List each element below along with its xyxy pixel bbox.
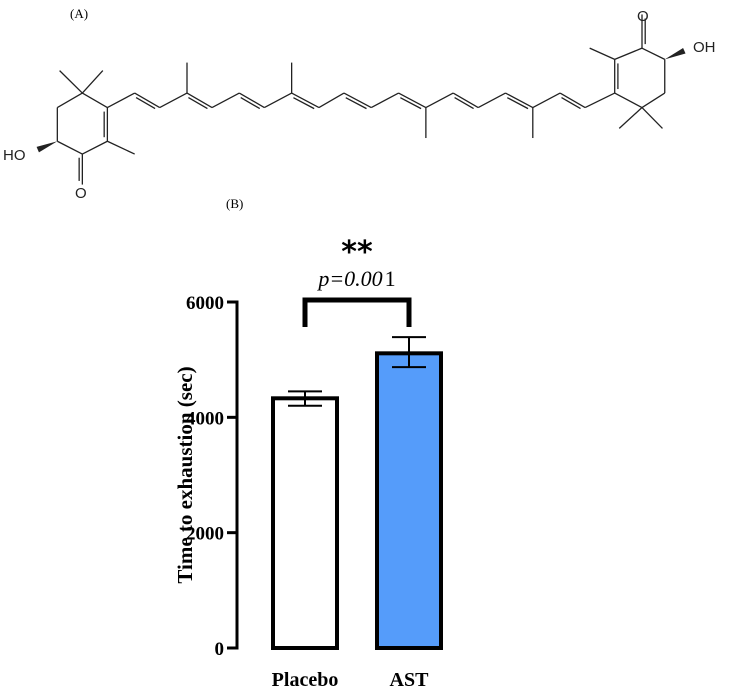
atom-label-oh: OH xyxy=(693,39,716,56)
significance-stars: ** xyxy=(341,235,373,270)
significance-bracket xyxy=(302,297,412,327)
single-bond xyxy=(57,140,83,155)
double-bond xyxy=(343,92,372,109)
single-bond xyxy=(425,92,454,109)
atom-label-o: O xyxy=(637,8,649,25)
double-bond xyxy=(559,92,586,109)
x-tick-label: Placebo xyxy=(272,669,339,691)
wedge-bond xyxy=(664,47,686,60)
panel-b-label: (B) xyxy=(226,196,244,211)
double-bond-inner xyxy=(400,97,422,110)
y-tick-label: 6000 xyxy=(186,293,224,314)
single-bond xyxy=(641,47,666,60)
single-bond xyxy=(614,47,643,60)
double-bond-inner xyxy=(506,97,529,110)
double-bond xyxy=(134,92,161,109)
single-bond xyxy=(59,70,83,94)
single-bond xyxy=(81,70,104,94)
single-bond xyxy=(589,47,615,60)
single-bond xyxy=(82,140,108,155)
single-bond xyxy=(618,107,643,129)
double-bond-inner xyxy=(561,97,581,110)
bar-placebo xyxy=(271,396,339,651)
double-bond-inner xyxy=(240,97,261,110)
single-bond xyxy=(370,92,399,109)
single-bond xyxy=(211,92,240,109)
double-bond-inner xyxy=(454,97,474,110)
single-bond xyxy=(107,92,135,109)
double-bond xyxy=(505,92,534,109)
single-bond xyxy=(318,92,345,109)
y-tick-label: 0 xyxy=(215,639,225,660)
double-bond-inner xyxy=(135,97,156,110)
single-bond xyxy=(614,92,643,109)
double-bond xyxy=(186,92,213,109)
single-bond xyxy=(641,107,663,129)
single-bond xyxy=(82,92,108,109)
double-bond-inner xyxy=(188,97,208,110)
panel-a-label: (A) xyxy=(70,6,89,21)
double-bond xyxy=(239,92,265,109)
single-bond xyxy=(641,92,666,109)
single-bond xyxy=(477,92,506,109)
y-tick-label: 2000 xyxy=(186,524,224,545)
p-value: p=0.001 xyxy=(316,266,395,291)
single-bond xyxy=(107,140,135,155)
astaxanthin-structure: HO O O OH xyxy=(3,8,716,200)
y-tick-label: 4000 xyxy=(186,408,224,429)
y-axis-label: Time to exhaustion (sec) xyxy=(173,366,197,583)
x-tick-label: AST xyxy=(390,669,430,691)
wedge-bond xyxy=(36,141,58,153)
atom-label-o: O xyxy=(75,185,87,200)
double-bond-inner xyxy=(345,97,367,110)
double-bond xyxy=(452,92,479,109)
single-bond xyxy=(57,92,83,109)
double-bond xyxy=(398,92,427,109)
single-bond xyxy=(159,92,188,109)
atom-label-ho: HO xyxy=(3,147,26,164)
double-bond-inner xyxy=(293,97,315,110)
single-bond xyxy=(584,92,615,109)
single-bond xyxy=(532,92,561,109)
double-bond xyxy=(291,92,320,109)
single-bond xyxy=(264,92,292,109)
bar-ast xyxy=(375,351,443,650)
